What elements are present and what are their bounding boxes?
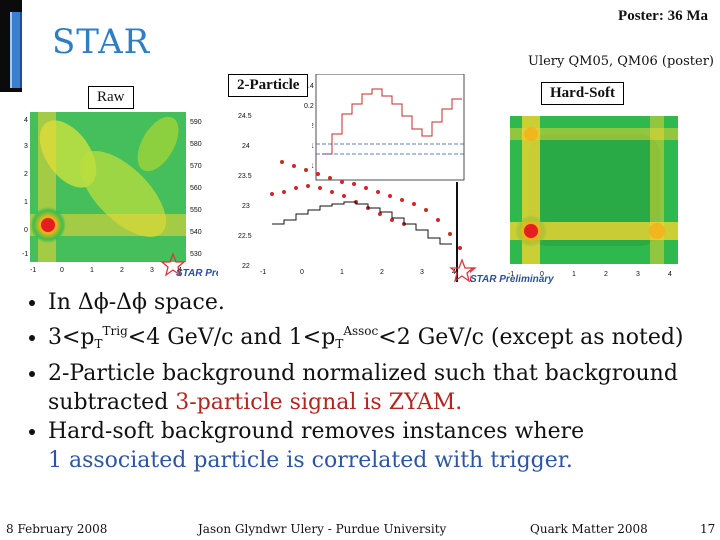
svg-text:3: 3 (150, 267, 154, 274)
svg-text:2: 2 (380, 269, 384, 276)
svg-text:1: 1 (572, 271, 576, 278)
svg-text:-1: -1 (30, 267, 36, 274)
svg-text:0.4: 0.4 (304, 83, 314, 90)
star-logo: STAR (52, 22, 151, 62)
svg-text:3: 3 (24, 143, 28, 150)
hard-soft-x-axis: -1 0 1 2 3 4 (508, 271, 672, 278)
svg-text:4: 4 (178, 267, 182, 274)
svg-text:590: 590 (190, 119, 202, 126)
two-particle-y-axis: 24.5 24 23.5 23 22.5 22 (238, 113, 252, 270)
footer-date: 8 February 2008 (6, 522, 108, 536)
svg-text:2: 2 (604, 271, 608, 278)
svg-text:3: 3 (420, 269, 424, 276)
svg-text:0: 0 (300, 269, 304, 276)
footer-author: Jason Glyndwr Ulery - Purdue University (198, 522, 447, 536)
bullet-2: 3<pTTrig<4 GeV/c and 1<pTAssoc<2 GeV/c (… (48, 317, 714, 359)
svg-text:23.5: 23.5 (238, 173, 252, 180)
raw-y-axis: -1 0 1 2 3 4 (22, 117, 28, 258)
footer-conference: Quark Matter 2008 (530, 522, 648, 536)
svg-text:1: 1 (340, 269, 344, 276)
svg-text:0: 0 (60, 267, 64, 274)
bullet-4: Hard-soft background removes instances w… (48, 417, 714, 475)
svg-text:STAR Preliminary: STAR Preliminary (470, 274, 554, 285)
bullet-list: In Δϕ-Δϕ space. 3<pTTrig<4 GeV/c and 1<p… (24, 288, 714, 475)
two-particle-x-axis: -1 0 1 2 3 4 (260, 269, 456, 276)
svg-text:550: 550 (190, 207, 202, 214)
svg-text:0: 0 (24, 227, 28, 234)
svg-text:570: 570 (190, 163, 202, 170)
svg-text:22.5: 22.5 (238, 233, 252, 240)
svg-text:0.2: 0.2 (304, 103, 314, 110)
svg-text:2: 2 (120, 267, 124, 274)
svg-text:4: 4 (24, 117, 28, 124)
svg-text:540: 540 (190, 229, 202, 236)
bullet-3: 2-Particle background normalized such th… (48, 359, 714, 417)
svg-text:2: 2 (24, 171, 28, 178)
footer-page-number: 17 (700, 522, 716, 536)
bullet-1: In Δϕ-Δϕ space. (48, 288, 714, 317)
svg-text:24: 24 (242, 143, 250, 150)
svg-text:530: 530 (190, 251, 202, 258)
svg-text:4: 4 (452, 269, 456, 276)
svg-text:1: 1 (90, 267, 94, 274)
svg-text:0: 0 (540, 271, 544, 278)
svg-text:4: 4 (668, 271, 672, 278)
hard-soft-label: Hard-Soft (541, 82, 624, 105)
svg-text:560: 560 (190, 185, 202, 192)
sidebar-accent (10, 12, 22, 88)
raw-correlation-plot: -1 0 1 2 3 4 -1 0 1 2 3 4 590 580 570 560 550 540 530 ST… (22, 112, 218, 279)
svg-text:23: 23 (242, 203, 250, 210)
svg-text:3: 3 (636, 271, 640, 278)
svg-text:-1: -1 (508, 271, 514, 278)
svg-text:24.5: 24.5 (238, 113, 252, 120)
svg-text:-1: -1 (260, 269, 266, 276)
svg-text:1: 1 (24, 199, 28, 206)
svg-text:STAR Preliminary: STAR Preliminary (176, 268, 218, 279)
svg-text:22: 22 (242, 263, 250, 270)
svg-text:-1: -1 (22, 251, 28, 258)
poster-note: Poster: 36 Ma (618, 8, 708, 24)
hard-soft-plot: -1 0 1 2 3 4 STAR Preliminary (470, 116, 678, 285)
svg-text:580: 580 (190, 141, 202, 148)
raw-z-axis: 590 580 570 560 550 540 530 (190, 119, 202, 258)
two-particle-label: 2-Particle (228, 74, 309, 97)
two-particle-red-points (270, 160, 462, 250)
raw-label: Raw (88, 86, 134, 109)
reference-note: Ulery QM05, QM06 (poster) (527, 54, 714, 69)
raw-x-axis: -1 0 1 2 3 4 (30, 267, 182, 274)
